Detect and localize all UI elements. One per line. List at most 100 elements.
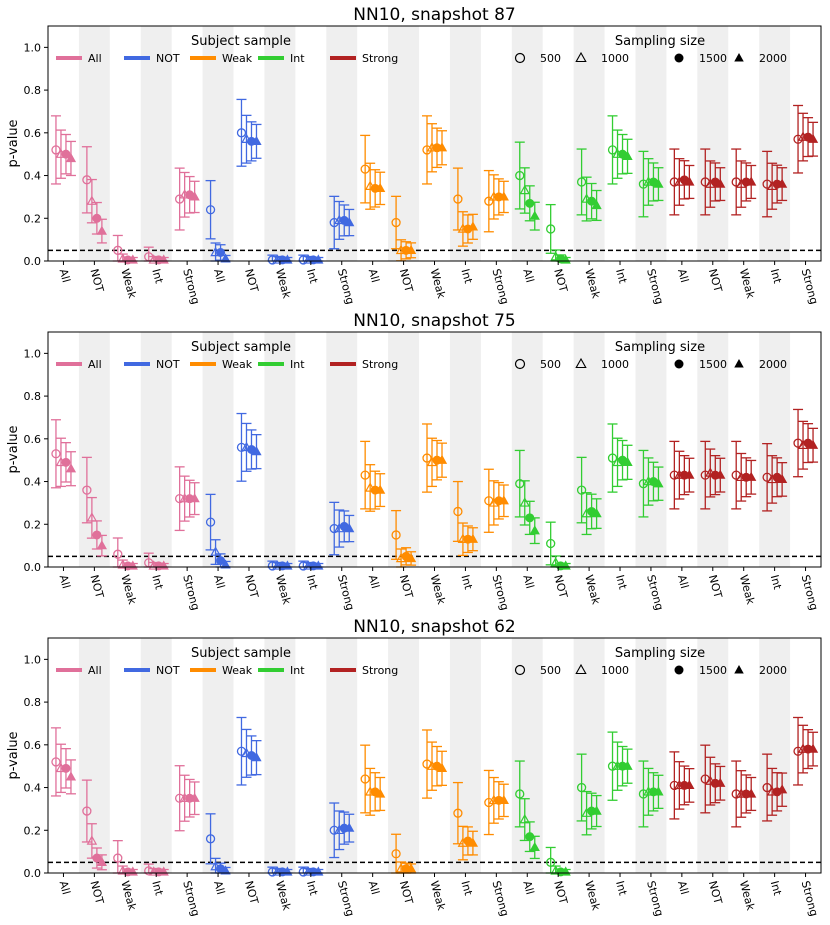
marker-n500 [731, 789, 741, 799]
marker-n500 [360, 470, 370, 480]
legend-size-label-1500: 1500 [699, 664, 727, 677]
marker-n2000 [96, 856, 108, 866]
x-tick-label: NOT [242, 879, 261, 905]
legend-label-all: All [88, 664, 102, 677]
marker-n2000 [529, 525, 540, 535]
legend-sampling-title: Sampling size [615, 646, 705, 661]
marker-n2000 [467, 837, 479, 847]
column-Weak-vs-Weak [422, 729, 448, 799]
marker-n500 [174, 493, 185, 504]
marker-n500 [453, 506, 463, 517]
marker-n500 [82, 806, 92, 816]
marker-n500 [484, 196, 494, 206]
y-tick-label: 0.0 [24, 867, 42, 880]
marker-n2000 [375, 182, 386, 193]
legend-label-not: NOT [156, 664, 180, 677]
marker-n2000 [653, 178, 664, 188]
column-Int-vs-Int [607, 423, 633, 493]
column-shade [697, 26, 729, 261]
column-Strong-vs-Int [762, 150, 788, 218]
column-shade [573, 26, 605, 261]
marker-n500 [391, 530, 401, 540]
marker-n2000 [65, 152, 77, 163]
column-Strong-vs-Strong [793, 408, 819, 478]
legend-marker-1500 [674, 665, 684, 675]
marker-n1500 [587, 196, 597, 206]
y-tick-label: 0.6 [24, 739, 42, 752]
x-tick-label: Weak [428, 573, 449, 606]
marker-n2000 [715, 178, 726, 188]
column-Int-vs-Int [607, 731, 633, 801]
column-Strong-vs-NOT [700, 148, 726, 216]
marker-n1500 [92, 213, 102, 223]
marker-n500 [360, 774, 370, 784]
x-tick-label: Int [304, 267, 320, 285]
x-tick-label: Strong [644, 267, 666, 305]
column-shade [202, 638, 234, 873]
marker-n2000 [653, 478, 664, 488]
marker-n500 [793, 134, 803, 144]
marker-n500 [82, 485, 92, 495]
marker-n2000 [684, 469, 695, 479]
plot-frame [47, 637, 822, 874]
x-tick-label: Int [459, 267, 475, 285]
column-shade [759, 26, 791, 261]
marker-n500 [762, 782, 772, 793]
marker-n500 [576, 485, 587, 495]
legend-label-strong: Strong [362, 52, 398, 65]
x-tick-label: NOT [87, 879, 106, 905]
marker-n2000 [405, 863, 417, 873]
marker-n2000 [529, 841, 540, 852]
marker-n500 [51, 757, 61, 767]
column-Strong-vs-Weak [731, 760, 757, 828]
legend-label-not: NOT [156, 52, 180, 65]
panel-title: NN10, snapshot 87 [353, 5, 515, 25]
marker-n500 [205, 517, 216, 527]
legend-marker-2000 [734, 53, 744, 62]
marker-n2000 [436, 454, 448, 464]
marker-n500 [205, 205, 216, 215]
marker-n2000 [344, 523, 355, 533]
marker-n1000 [519, 497, 531, 507]
legend-label-all: All [88, 52, 102, 65]
column-All-vs-Weak [112, 537, 138, 571]
panel-1: NN10, snapshot 87 0.0 0.2 0.4 0.6 0.8 1.0 p-val… [6, 5, 822, 306]
column-NOT-vs-Strong [329, 195, 355, 250]
x-tick-label: Strong [489, 879, 511, 917]
legend-size-label-2000: 2000 [759, 664, 787, 677]
column-shade [140, 638, 172, 873]
x-tick-label: Weak [737, 879, 758, 912]
x-tick-label: Strong [489, 267, 511, 305]
column-Strong-vs-Strong [793, 104, 819, 174]
marker-n1500 [525, 198, 535, 208]
marker-n500 [236, 442, 247, 453]
column-shade [264, 332, 296, 567]
marker-n2000 [189, 493, 200, 503]
legend-subject-title: Subject sample [191, 646, 291, 661]
column-All-vs-NOT [81, 146, 108, 244]
legend-marker-2000 [734, 359, 744, 368]
marker-n500 [360, 164, 370, 174]
column-Int-vs-Strong [638, 449, 664, 518]
x-tick-label: Strong [799, 573, 821, 611]
legend-label-int: Int [290, 664, 305, 677]
marker-n500 [422, 453, 432, 463]
x-tick-label: Weak [737, 573, 758, 606]
column-Int-vs-All [514, 760, 540, 860]
column-shade [449, 332, 481, 567]
marker-n2000 [436, 762, 448, 772]
marker-n500 [422, 145, 432, 155]
marker-n2000 [96, 540, 108, 550]
x-tick-label: Weak [273, 573, 294, 606]
marker-n2000 [498, 191, 509, 201]
legend-size-label-1000: 1000 [601, 52, 629, 65]
column-shade [449, 638, 481, 873]
column-shade [140, 26, 172, 261]
marker-n2000 [591, 199, 602, 210]
column-NOT-vs-Strong [329, 802, 355, 859]
legend-size-label-1500: 1500 [699, 52, 727, 65]
x-tick-label: All [211, 267, 227, 284]
legend-label-not: NOT [156, 358, 180, 371]
column-All-vs-All [50, 419, 77, 489]
marker-n2000 [746, 176, 757, 186]
